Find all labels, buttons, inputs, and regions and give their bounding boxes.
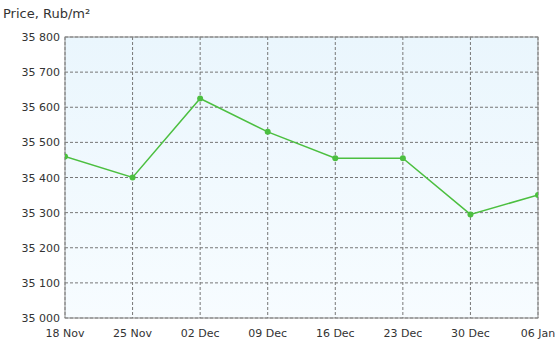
x-tick-label: 30 Dec — [451, 327, 490, 340]
y-tick-label: 35 400 — [22, 172, 61, 185]
y-tick-label: 35 000 — [22, 312, 61, 325]
grid-line — [200, 37, 201, 318]
y-tick-label: 35 500 — [22, 136, 61, 149]
y-tick-label: 35 100 — [22, 277, 61, 290]
y-tick-label: 35 700 — [22, 66, 61, 79]
grid-line — [65, 107, 538, 108]
chart: Price, Rub/m² 35 000 35 100 35 200 35 300 35 … — [0, 0, 560, 346]
grid-line — [470, 37, 471, 318]
x-tick-label: 25 Nov — [113, 327, 152, 340]
grid-line — [65, 142, 538, 143]
y-tick-label: 35 200 — [22, 242, 61, 255]
x-tick-label: 06 Jan — [521, 327, 555, 340]
marker — [535, 192, 538, 198]
marker — [467, 211, 473, 217]
x-tick-label: 09 Dec — [248, 327, 287, 340]
grid-line — [65, 247, 538, 248]
grid-line — [267, 37, 268, 318]
grid-line — [65, 177, 538, 178]
marker — [265, 129, 271, 135]
plot-background — [65, 37, 538, 318]
plot-frame — [65, 37, 538, 318]
y-tick-label: 35 300 — [22, 207, 61, 220]
x-tick-label: 23 Dec — [383, 327, 422, 340]
grid-line — [402, 37, 403, 318]
marker — [65, 153, 68, 159]
marker — [197, 95, 203, 101]
series-group — [65, 95, 538, 217]
chart-container: Price, Rub/m² 35 000 35 100 35 200 35 300 35 … — [0, 0, 560, 346]
x-tick-label: 16 Dec — [316, 327, 355, 340]
marker — [400, 155, 406, 161]
x-tick-label: 02 Dec — [181, 327, 220, 340]
marker — [332, 155, 338, 161]
grid-line — [335, 37, 336, 318]
y-tick-label: 35 600 — [22, 101, 61, 114]
x-tick-label: 18 Nov — [46, 327, 85, 340]
marker — [130, 175, 136, 181]
line — [65, 98, 538, 214]
title: Price, Rub/m² — [3, 6, 90, 21]
y-tick-label: 35 800 — [22, 31, 61, 44]
grid-line — [65, 72, 538, 73]
grid-line — [65, 282, 538, 283]
